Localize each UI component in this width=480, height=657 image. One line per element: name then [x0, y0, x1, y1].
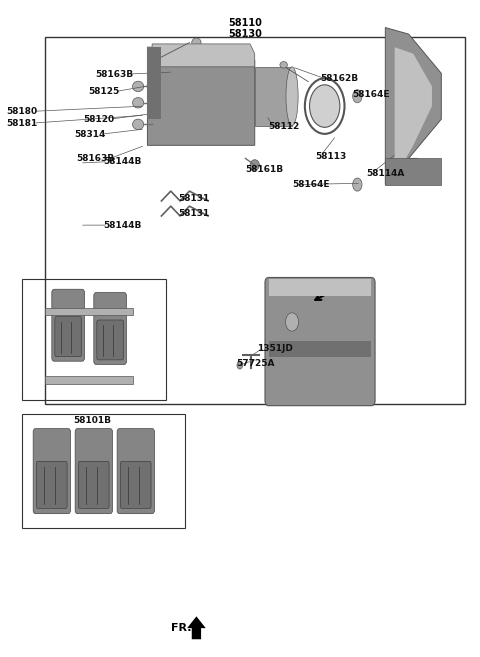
Ellipse shape [286, 67, 298, 125]
Text: 58130: 58130 [228, 29, 263, 39]
Text: 58120: 58120 [84, 115, 115, 124]
Ellipse shape [286, 313, 299, 331]
Text: 58131: 58131 [178, 194, 209, 204]
FancyBboxPatch shape [79, 461, 109, 509]
Ellipse shape [132, 97, 144, 108]
Polygon shape [385, 28, 441, 185]
FancyBboxPatch shape [97, 320, 123, 360]
Ellipse shape [250, 160, 259, 170]
Text: 58163B: 58163B [77, 154, 115, 163]
FancyBboxPatch shape [120, 461, 151, 509]
Polygon shape [152, 44, 255, 67]
FancyBboxPatch shape [75, 428, 112, 514]
Text: 58164E: 58164E [353, 90, 390, 99]
Polygon shape [255, 67, 292, 125]
Text: 58181: 58181 [7, 118, 38, 127]
Text: 58101B: 58101B [73, 415, 111, 424]
Text: 58114A: 58114A [367, 169, 405, 178]
FancyBboxPatch shape [36, 461, 67, 509]
Text: 58164E: 58164E [292, 180, 330, 189]
FancyBboxPatch shape [94, 292, 126, 365]
Text: 58144B: 58144B [103, 157, 142, 166]
Text: 58144B: 58144B [103, 221, 142, 230]
Ellipse shape [237, 361, 242, 369]
Text: 58180: 58180 [7, 107, 38, 116]
Text: 58161B: 58161B [245, 165, 284, 174]
FancyBboxPatch shape [269, 279, 372, 296]
Text: 58125: 58125 [88, 87, 120, 96]
Ellipse shape [132, 119, 144, 129]
Ellipse shape [280, 62, 288, 68]
Ellipse shape [192, 38, 201, 47]
FancyBboxPatch shape [45, 307, 133, 315]
Text: 58162B: 58162B [320, 74, 358, 83]
Text: 58113: 58113 [315, 152, 347, 161]
Ellipse shape [310, 85, 340, 127]
FancyBboxPatch shape [117, 428, 155, 514]
Text: 1351JD: 1351JD [257, 344, 293, 353]
Text: 58163B: 58163B [96, 70, 133, 78]
Polygon shape [147, 47, 161, 119]
Ellipse shape [132, 81, 144, 92]
FancyBboxPatch shape [55, 317, 82, 357]
FancyBboxPatch shape [33, 428, 71, 514]
Text: 58112: 58112 [269, 122, 300, 131]
FancyBboxPatch shape [269, 341, 372, 357]
Polygon shape [385, 158, 441, 185]
Polygon shape [187, 616, 206, 639]
Text: 58110: 58110 [228, 18, 263, 28]
Text: FR.: FR. [171, 623, 191, 633]
Polygon shape [395, 47, 432, 171]
Ellipse shape [353, 90, 362, 102]
FancyBboxPatch shape [45, 376, 133, 384]
Text: 57725A: 57725A [236, 359, 275, 369]
Polygon shape [147, 47, 255, 145]
FancyBboxPatch shape [265, 277, 375, 406]
Text: 58314: 58314 [74, 129, 106, 139]
Text: 58131: 58131 [178, 209, 209, 218]
FancyBboxPatch shape [52, 289, 84, 361]
Ellipse shape [353, 178, 362, 191]
